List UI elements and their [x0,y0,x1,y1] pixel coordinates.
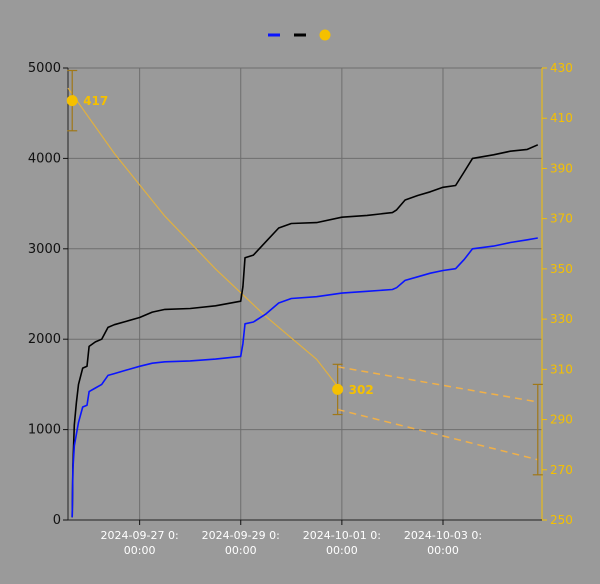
line-series [71,144,539,518]
right-tick-label: 350 [550,262,573,276]
forecast-upper-dashed-line [337,366,538,403]
x-tick-label: 00:00 [225,544,257,557]
left-tick-label: 4000 [28,151,61,166]
right-tick-label: 370 [550,212,573,226]
right-tick-label: 290 [550,413,573,427]
right-tick-label: 390 [550,161,573,175]
forecast-lower-dashed-line [337,408,538,461]
blue-series-line [71,237,538,518]
gold-marker-point [66,95,78,107]
gold-marker-label: 417 [83,94,108,108]
right-tick-label: 270 [550,463,573,477]
left-tick-label: 2000 [28,332,61,347]
right-tick-label: 330 [550,312,573,326]
grid [68,67,542,521]
gold-fit-curve [67,87,343,393]
left-tick-label: 0 [53,513,61,528]
left-axis-ticks: 0 1000 2000 3000 4000 5000 [28,61,68,528]
x-tick-label: 2024-09-27 0: [101,529,179,542]
legend [268,29,331,41]
gold-marker-point [332,383,344,395]
right-tick-label: 310 [550,362,573,376]
black-series-line [71,144,539,518]
gold-marker-label: 302 [349,383,374,397]
right-tick-label: 430 [550,61,573,75]
right-tick-label: 250 [550,513,573,527]
x-axis-ticks: 2024-09-27 0: 00:00 2024-09-29 0: 00:00 2024… [101,520,482,557]
x-tick-label: 00:00 [427,544,459,557]
x-tick-label: 2024-10-03 0: [404,529,482,542]
gold-markers: 417 302 [66,94,374,397]
plot-frame [67,68,543,521]
x-tick-label: 2024-10-01 0: [303,529,381,542]
right-tick-label: 410 [550,111,573,125]
x-tick-label: 00:00 [124,544,156,557]
legend-swatch-gold [319,29,331,41]
left-tick-label: 3000 [28,242,61,257]
x-tick-label: 2024-09-29 0: [202,529,280,542]
x-tick-label: 00:00 [326,544,358,557]
left-tick-label: 1000 [28,423,61,438]
left-tick-label: 5000 [28,61,61,76]
right-axis-ticks: 250 270 290 310 330 350 370 390 410 430 [542,61,573,527]
